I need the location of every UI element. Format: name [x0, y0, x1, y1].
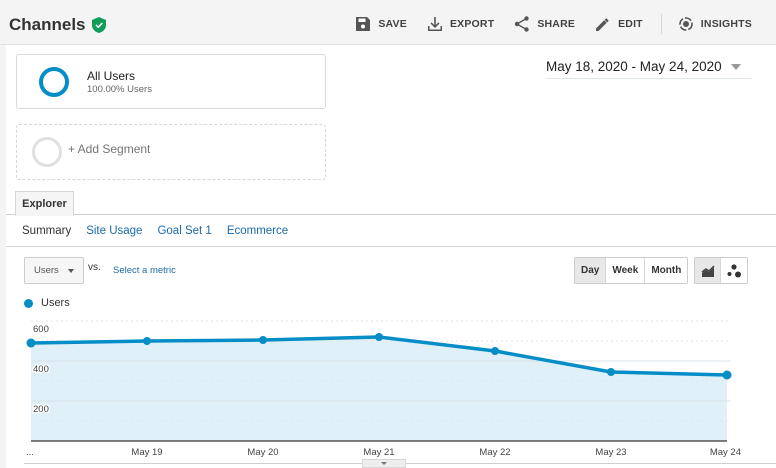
chevron-down-icon	[730, 63, 741, 70]
edit-button[interactable]: EDIT	[595, 16, 643, 32]
add-segment-label: + Add Segment	[68, 142, 151, 156]
x-tick-label: May 20	[247, 447, 278, 458]
save-icon	[356, 17, 371, 31]
period-week-button[interactable]: Week	[606, 258, 646, 283]
edit-label: EDIT	[618, 18, 643, 30]
vs-label: vs.	[88, 262, 101, 273]
insights-icon	[678, 17, 693, 31]
share-label: SHARE	[537, 18, 576, 30]
data-point[interactable]	[259, 336, 267, 344]
report-toolbar: SAVE EXPORT SHARE EDIT INSIGHTS	[335, 14, 752, 34]
chevron-down-icon	[67, 268, 74, 273]
chart-legend: Users	[24, 297, 70, 309]
y-tick-label: 600	[33, 324, 49, 335]
export-button[interactable]: EXPORT	[427, 16, 494, 32]
subtab-goal-set-1[interactable]: Goal Set 1	[157, 224, 212, 237]
date-range-picker[interactable]: May 18, 2020 - May 24, 2020	[546, 55, 751, 79]
x-tick-label: May 24	[710, 447, 741, 458]
area-fill	[31, 337, 727, 441]
period-day-button[interactable]: Day	[575, 258, 607, 283]
data-point[interactable]	[607, 368, 615, 376]
export-label: EXPORT	[449, 18, 495, 30]
chart-type-toggle	[694, 257, 748, 284]
x-tick-label: ...	[26, 447, 34, 458]
segment-ring-icon	[39, 67, 69, 97]
insights-button[interactable]: INSIGHTS	[678, 16, 752, 32]
period-toggle: Day Week Month	[574, 257, 689, 284]
subtab-ecommerce[interactable]: Ecommerce	[226, 224, 289, 237]
x-tick-label: May 22	[479, 447, 510, 458]
segment-all-users[interactable]: All Users 100.00% Users	[16, 54, 326, 109]
insights-label: INSIGHTS	[700, 18, 752, 30]
period-month-button[interactable]: Month	[645, 258, 688, 283]
legend-dot-icon	[24, 298, 33, 308]
page-title-text: Channels	[9, 15, 86, 34]
metric-dropdown-value: Users	[34, 265, 59, 276]
date-range-text: May 18, 2020 - May 24, 2020	[546, 59, 722, 74]
metric-controls: Users vs. Select a metric Day Week Month	[24, 257, 774, 285]
x-tick-label: May 21	[363, 447, 394, 458]
chart-canvas: 600 400 200... May 19 May 20 May 21 May 22 May …	[26, 320, 741, 458]
y-tick-label: 200	[33, 404, 49, 415]
empty-segment-ring-icon	[32, 137, 62, 167]
add-segment-button[interactable]: + Add Segment	[16, 124, 326, 180]
data-point[interactable]	[491, 347, 499, 355]
toolbar-divider	[660, 14, 662, 34]
segment-percentage: 100.00% Users	[87, 84, 152, 95]
shield-check-icon	[91, 17, 106, 33]
x-tick-label: May 19	[131, 447, 162, 458]
subtab-site-usage[interactable]: Site Usage	[86, 224, 143, 237]
save-label: SAVE	[378, 18, 407, 30]
line-chart-icon	[701, 264, 715, 277]
metric-dropdown[interactable]: Users	[24, 257, 84, 284]
explorer-tabbar: Explorer	[6, 188, 776, 216]
motion-chart-icon	[727, 263, 741, 277]
share-button[interactable]: SHARE	[514, 16, 575, 32]
data-point[interactable]	[26, 338, 36, 348]
legend-label: Users	[41, 297, 70, 309]
data-point[interactable]	[722, 370, 732, 380]
line-chart-button[interactable]	[695, 258, 721, 283]
edit-icon	[596, 18, 609, 31]
select-metric-link[interactable]: Select a metric	[113, 265, 176, 276]
report-body: All Users 100.00% Users + Add Segment Ma…	[6, 45, 776, 468]
page-title: Channels	[9, 15, 106, 35]
users-line-chart[interactable]: 600 400 200... May 19 May 20 May 21 May 22 May …	[6, 313, 776, 468]
chart-collapse-handle[interactable]	[362, 459, 406, 468]
subtab-summary[interactable]: Summary	[22, 224, 72, 237]
chevron-down-icon	[381, 462, 387, 465]
segment-name: All Users	[87, 69, 136, 83]
y-tick-label: 400	[33, 364, 49, 375]
explorer-subtabs: Summary Site Usage Goal Set 1 Ecommerce	[6, 215, 776, 247]
data-point[interactable]	[375, 333, 383, 341]
export-icon	[427, 17, 442, 31]
report-header: Channels SAVE EXPORT SHARE EDIT INSIGHTS	[0, 0, 776, 45]
save-button[interactable]: SAVE	[355, 16, 407, 32]
tab-explorer[interactable]: Explorer	[15, 191, 74, 216]
x-tick-label: May 23	[595, 447, 626, 458]
data-point[interactable]	[143, 337, 151, 345]
motion-chart-button[interactable]	[721, 258, 747, 283]
share-icon	[515, 16, 530, 32]
